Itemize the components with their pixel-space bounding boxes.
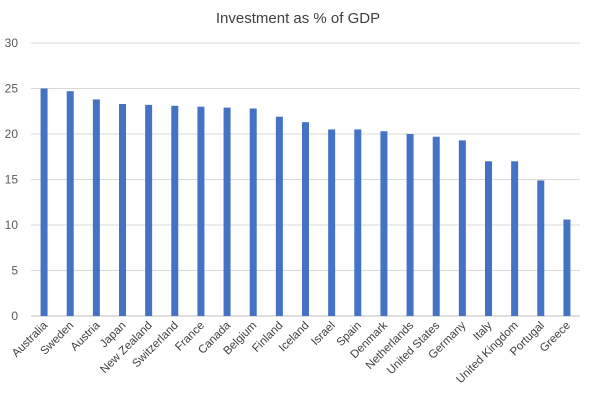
y-tick-label: 20: [5, 127, 19, 141]
bar-france: [197, 106, 205, 316]
bar-austria: [92, 99, 100, 316]
bar-spain: [354, 129, 362, 316]
bars: [40, 88, 571, 317]
x-tick-label: Israel: [309, 320, 337, 348]
chart-title: Investment as % of GDP: [216, 10, 380, 27]
bar-united-states: [432, 136, 440, 316]
bar-greece: [563, 219, 571, 316]
y-tick-label: 0: [11, 309, 18, 323]
bar-portugal: [537, 180, 545, 316]
bar-japan: [119, 103, 126, 316]
y-tick-label: 15: [5, 173, 19, 187]
bar-new-zealand: [145, 104, 153, 316]
y-tick-label: 5: [11, 264, 18, 278]
y-tick-label: 30: [5, 36, 19, 50]
bar-canada: [223, 107, 231, 316]
bar-australia: [40, 88, 48, 316]
bar-israel: [328, 129, 336, 316]
bar-sweden: [66, 91, 74, 316]
bar-switzerland: [171, 105, 179, 316]
bar-netherlands: [406, 134, 414, 316]
bar-belgium: [249, 108, 257, 317]
bar-denmark: [380, 131, 388, 316]
bar-united-kingdom: [511, 161, 519, 316]
y-tick-label: 10: [5, 218, 19, 232]
x-tick-label: Austria: [69, 319, 103, 353]
bar-finland: [275, 116, 283, 317]
y-tick-label: 25: [5, 82, 19, 96]
bar-iceland: [302, 122, 309, 316]
bar-germany: [458, 140, 466, 316]
bar-italy: [485, 161, 492, 316]
y-axis-ticks: 0 5 10 15 20 25 30: [5, 36, 19, 323]
